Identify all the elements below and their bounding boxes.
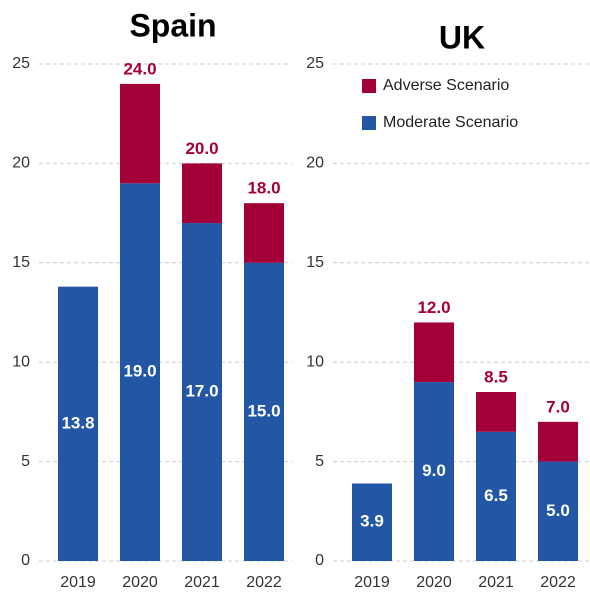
total-label: 18.0 (247, 179, 280, 198)
y-tick-label: 20 (306, 155, 324, 172)
y-tick-label: 10 (306, 353, 324, 370)
value-label: 3.9 (360, 512, 384, 531)
y-tick-label: 5 (21, 453, 30, 470)
bar-segment (244, 262, 284, 561)
value-label: 19.0 (123, 362, 156, 381)
total-label: 24.0 (123, 59, 156, 78)
chart-title: Spain (129, 7, 216, 43)
bar-segment (414, 322, 454, 383)
y-tick-label: 5 (315, 453, 324, 470)
y-tick-label: 25 (306, 55, 324, 72)
value-label: 17.0 (185, 382, 218, 401)
y-tick-label: 0 (21, 552, 30, 569)
value-label: 9.0 (422, 461, 446, 480)
y-tick-label: 10 (12, 353, 30, 370)
bar-segment (476, 392, 516, 432)
total-label: 20.0 (185, 139, 218, 158)
bar-segment (120, 183, 160, 561)
value-label: 6.5 (484, 486, 508, 505)
value-label: 15.0 (247, 401, 280, 420)
bar-segment (120, 83, 160, 184)
bar-segment (414, 382, 454, 561)
bar-segment (244, 203, 284, 263)
y-tick-label: 20 (12, 155, 30, 172)
x-tick-label: 2021 (184, 574, 220, 591)
legend-label: Moderate Scenario (383, 114, 518, 131)
bar-segment (538, 461, 578, 561)
x-tick-label: 2022 (540, 574, 576, 591)
x-tick-label: 2020 (122, 574, 158, 591)
total-label: 7.0 (546, 397, 570, 416)
value-label: 13.8 (61, 413, 94, 432)
bar-segment (58, 286, 98, 561)
bar-segment (538, 421, 578, 462)
value-label: 5.0 (546, 501, 570, 520)
y-tick-label: 0 (315, 552, 324, 569)
x-tick-label: 2020 (416, 574, 452, 591)
legend-swatch (362, 79, 376, 93)
y-tick-label: 25 (12, 55, 30, 72)
x-tick-label: 2021 (478, 574, 514, 591)
legend-label: Adverse Scenario (383, 77, 509, 94)
y-tick-label: 15 (306, 254, 324, 271)
total-label: 12.0 (417, 298, 450, 317)
bar-segment (352, 483, 392, 561)
x-tick-label: 2022 (246, 574, 282, 591)
chart-title: UK (439, 19, 485, 55)
bar-segment (182, 163, 222, 224)
x-tick-label: 2019 (354, 574, 390, 591)
bar-segment (476, 431, 516, 561)
bar-segment (182, 223, 222, 562)
y-tick-label: 15 (12, 254, 30, 271)
total-label: 8.5 (484, 368, 508, 387)
legend-swatch (362, 116, 376, 130)
x-tick-label: 2019 (60, 574, 96, 591)
